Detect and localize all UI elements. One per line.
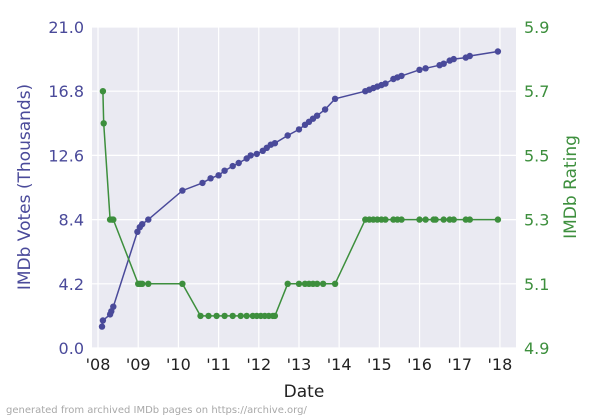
rating-point [422,216,429,223]
votes-point [99,317,107,324]
votes-point [207,175,214,182]
rating-point [271,312,279,320]
rating-point [450,216,457,223]
votes-point [416,66,423,74]
x-axis-label: Date [284,382,325,400]
left-tick-label: 12.6 [48,146,84,165]
votes-point [247,152,254,159]
votes-point [221,167,228,174]
left-tick-label: 0.0 [59,339,84,358]
rating-point [139,280,146,287]
votes-point [398,72,405,80]
votes-point [295,126,303,133]
rating-point [284,280,291,287]
votes-point [110,303,117,310]
rating-point [466,216,473,223]
rating-point [100,120,107,127]
right-axis-label: IMDb Rating [561,135,581,239]
left-tick-label: 16.8 [48,82,84,101]
votes-point [313,112,321,119]
x-tick-label: '16 [407,355,432,374]
right-tick-label: 4.9 [524,339,549,358]
rating-point [145,280,152,287]
votes-point [179,187,186,194]
votes-point [284,132,291,139]
rating-point [440,216,447,223]
votes-point [422,65,429,72]
rating-point [319,280,327,287]
votes-point [199,179,206,187]
rating-point [110,216,117,223]
votes-point [494,48,502,55]
votes-point [321,106,329,113]
grid [92,26,516,349]
rating-point [382,216,389,223]
rating-point [432,216,439,223]
votes-point [440,60,447,67]
votes-point [139,221,146,228]
rating-point [494,216,502,223]
votes-point [271,140,279,147]
left-tick-label: 4.2 [59,275,84,294]
rating-point [331,280,339,287]
votes-point [229,162,236,170]
x-tick-label: '18 [488,355,513,374]
x-tick-label: '10 [166,355,191,374]
right-tick-label: 5.9 [524,18,549,37]
rating-point [416,216,423,223]
left-tick-label: 21.0 [48,18,84,37]
right-tick-label: 5.7 [524,82,549,101]
rating-point [213,312,220,320]
x-tick-label: '17 [447,355,472,374]
votes-point [450,55,457,63]
left-tick-label: 8.4 [59,211,84,230]
x-tick-label: '15 [367,355,392,374]
votes-point [235,159,242,167]
x-tick-label: '09 [126,355,151,374]
rating-point [398,216,405,223]
votes-point [331,95,339,103]
votes-point [98,323,106,330]
votes-point [253,150,260,158]
rating-point [99,88,107,95]
rating-point [229,312,236,320]
chart: 0.0 4.9 4.2 5.1 8.4 5.3 12.6 5.5 16.8 5.7 21.0 5.9 '… [15,18,581,400]
votes-point [382,80,389,87]
votes-point [466,52,473,60]
rating-point [221,312,228,320]
rating-point [197,312,204,320]
right-tick-label: 5.3 [524,211,549,230]
rating-point [295,280,303,287]
x-tick-label: '08 [86,355,111,374]
ticks-layer: 0.0 4.9 4.2 5.1 8.4 5.3 12.6 5.5 16.8 5.7 21.0 5.9 '… [48,18,549,374]
left-axis-label: IMDb Votes (Thousands) [15,84,35,290]
rating-point [205,312,212,320]
rating-point [179,280,186,287]
x-tick-label: '14 [327,355,352,374]
x-tick-label: '13 [287,355,312,374]
x-tick-label: '12 [246,355,271,374]
votes-point [145,216,152,223]
rating-point [237,312,244,320]
rating-point [313,280,321,287]
plot-area [92,27,516,348]
footnote: generated from archived IMDb pages on ht… [6,405,307,416]
right-tick-label: 5.5 [524,146,549,165]
series-layer [98,48,502,330]
right-tick-label: 5.1 [524,275,549,294]
rating-point [243,312,250,320]
votes-point [215,172,222,179]
x-tick-label: '11 [206,355,231,374]
